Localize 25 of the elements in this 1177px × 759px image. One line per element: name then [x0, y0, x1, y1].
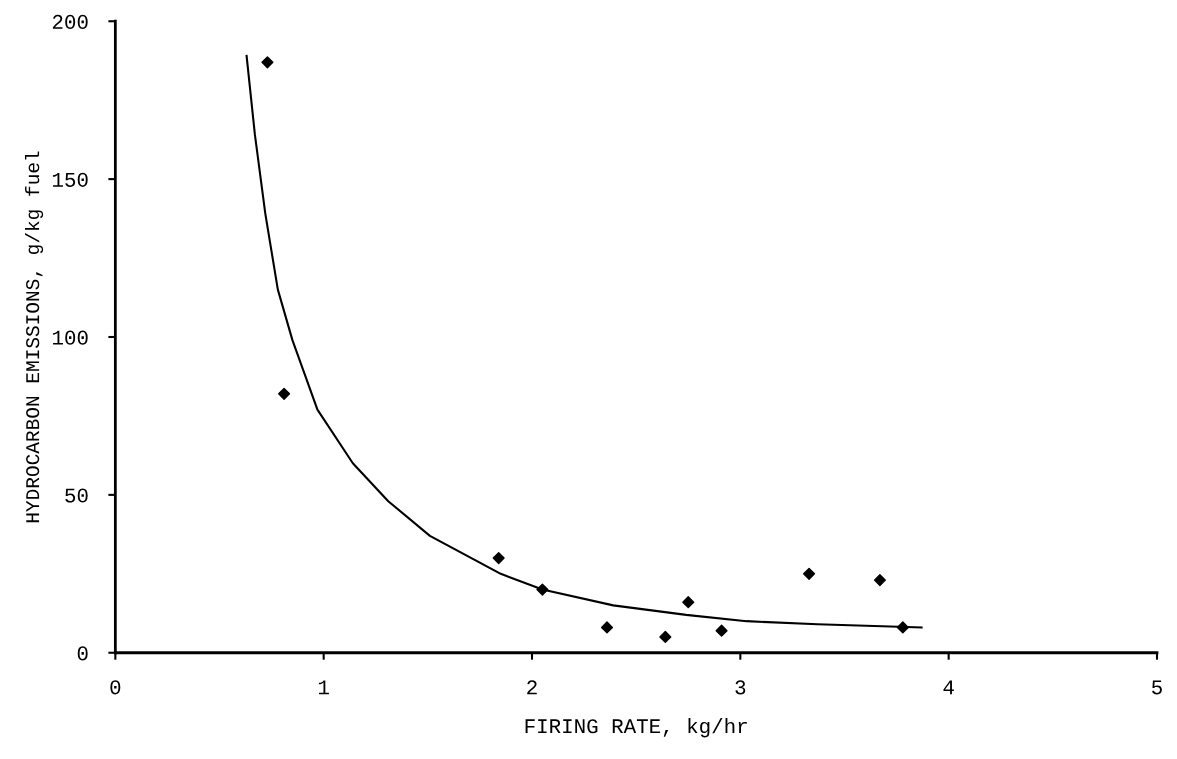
point: [873, 574, 886, 587]
x-tick-label: 2: [527, 680, 537, 695]
point: [492, 551, 505, 565]
point: [803, 567, 816, 580]
y-tick-label: 100: [52, 330, 88, 345]
point: [536, 583, 549, 596]
x-tick-label: 4: [943, 680, 954, 695]
y-tick-label: 0: [77, 646, 88, 661]
x-tick-label: 3: [735, 680, 746, 695]
line-series: [245, 54, 923, 629]
x-tick-label: 1: [318, 680, 329, 695]
y-axis-title: HYDROCARBON EMISSIONS, g/kg fuel: [24, 151, 44, 523]
point: [682, 596, 695, 609]
y-tick-label: 150: [52, 172, 88, 187]
x-axis-title: FIRING RATE, kg/hr: [525, 717, 747, 738]
point: [600, 621, 614, 634]
x-tick-label: 0: [110, 680, 121, 695]
point: [659, 630, 672, 644]
point: [278, 387, 291, 400]
point: [896, 621, 909, 634]
y-tick-label: 200: [52, 14, 88, 30]
y-tick-label: 50: [65, 488, 88, 503]
point: [715, 624, 728, 637]
point: [261, 56, 274, 69]
x-tick-label: 5: [1152, 680, 1162, 695]
